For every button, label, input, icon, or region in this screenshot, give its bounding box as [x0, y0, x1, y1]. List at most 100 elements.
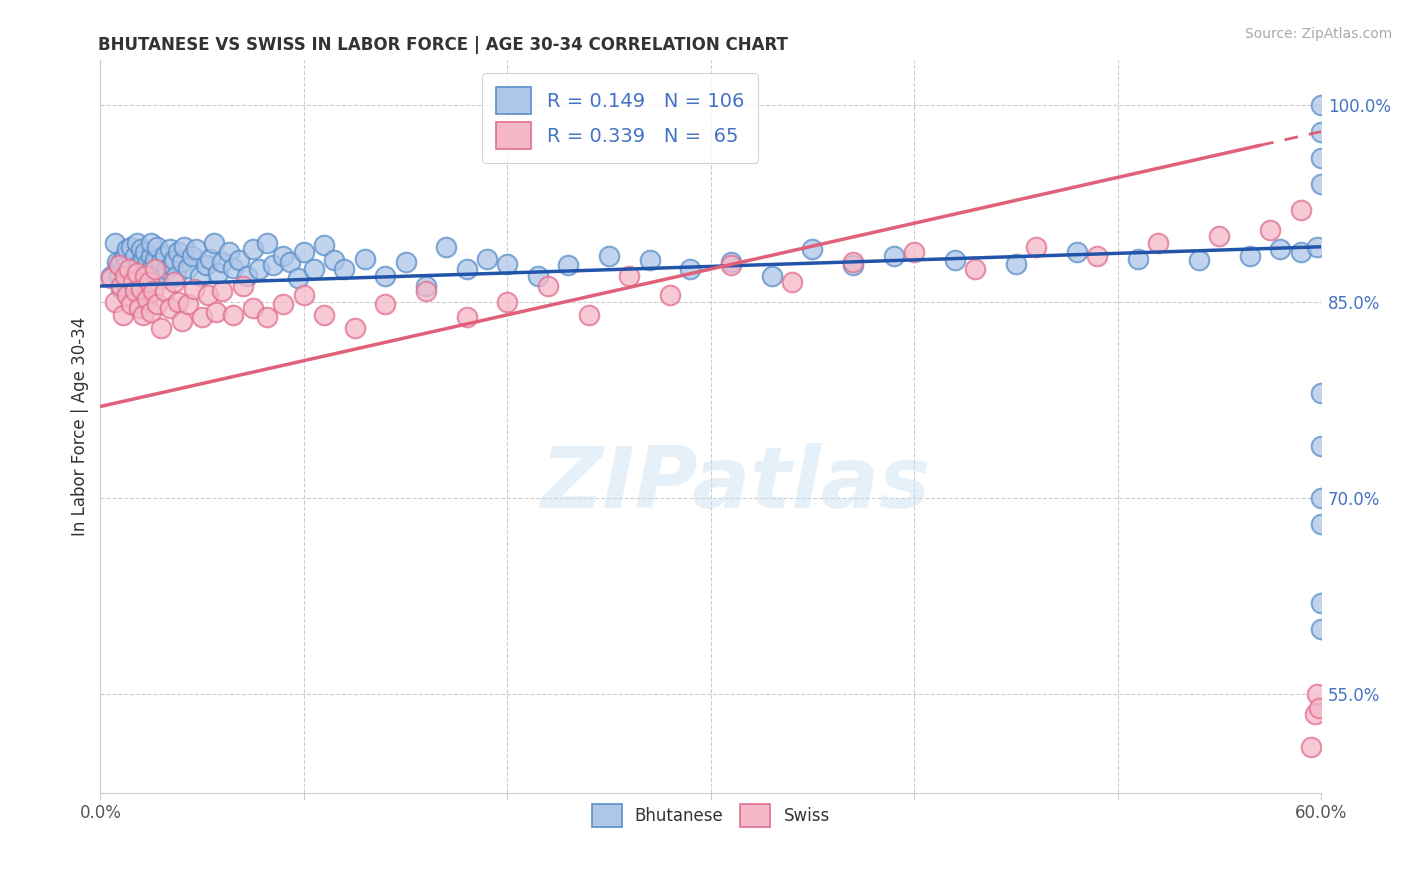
Point: [557, 258, 579, 272]
Point: [104, 235, 127, 250]
Point: [1310, 439, 1333, 453]
Point: [415, 285, 437, 299]
Point: [136, 292, 159, 306]
Point: [578, 308, 600, 322]
Point: [184, 243, 207, 257]
Point: [142, 285, 165, 299]
Point: [162, 275, 184, 289]
Point: [155, 247, 177, 261]
Point: [1306, 688, 1329, 702]
Point: [218, 245, 240, 260]
Point: [323, 252, 346, 267]
Point: [1303, 707, 1326, 722]
Point: [1310, 151, 1333, 165]
Point: [105, 255, 128, 269]
Point: [1025, 240, 1047, 254]
Point: [129, 243, 152, 257]
Point: [111, 308, 134, 322]
Point: [173, 240, 195, 254]
Point: [842, 258, 865, 272]
Point: [166, 245, 188, 260]
Point: [292, 288, 315, 302]
Point: [104, 294, 127, 309]
Point: [132, 252, 155, 267]
Point: [236, 268, 259, 283]
Point: [146, 268, 169, 283]
Point: [314, 238, 336, 252]
Y-axis label: In Labor Force | Age 30-34: In Labor Force | Age 30-34: [72, 317, 89, 536]
Point: [124, 285, 146, 299]
Point: [496, 257, 519, 271]
Point: [128, 301, 150, 316]
Point: [247, 262, 270, 277]
Point: [166, 294, 188, 309]
Point: [333, 262, 356, 277]
Point: [1085, 249, 1108, 263]
Point: [170, 314, 193, 328]
Point: [720, 258, 742, 272]
Point: [115, 258, 138, 272]
Point: [1005, 257, 1028, 271]
Point: [943, 252, 966, 267]
Legend: Bhutanese, Swiss: Bhutanese, Swiss: [583, 796, 838, 836]
Point: [1066, 245, 1088, 260]
Point: [115, 243, 138, 257]
Point: [273, 297, 295, 311]
Point: [1310, 177, 1333, 191]
Point: [125, 266, 148, 280]
Point: [598, 249, 620, 263]
Text: BHUTANESE VS SWISS IN LABOR FORCE | AGE 30-34 CORRELATION CHART: BHUTANESE VS SWISS IN LABOR FORCE | AGE …: [98, 36, 789, 54]
Point: [125, 235, 148, 250]
Point: [1147, 235, 1170, 250]
Point: [170, 255, 193, 269]
Point: [228, 252, 250, 267]
Point: [638, 252, 661, 267]
Point: [1308, 700, 1330, 714]
Point: [496, 294, 519, 309]
Point: [128, 258, 150, 272]
Point: [110, 279, 132, 293]
Point: [143, 262, 166, 277]
Point: [191, 310, 214, 325]
Point: [118, 271, 141, 285]
Point: [155, 285, 177, 299]
Point: [129, 268, 152, 283]
Point: [146, 297, 169, 311]
Point: [148, 262, 170, 277]
Point: [195, 258, 218, 272]
Point: [134, 266, 156, 280]
Text: Source: ZipAtlas.com: Source: ZipAtlas.com: [1244, 27, 1392, 41]
Point: [242, 243, 264, 257]
Point: [1310, 98, 1333, 112]
Point: [1306, 240, 1329, 254]
Point: [232, 279, 254, 293]
Point: [256, 235, 278, 250]
Point: [262, 258, 284, 272]
Text: ZIPatlas: ZIPatlas: [540, 443, 931, 526]
Point: [202, 235, 225, 250]
Point: [114, 249, 136, 263]
Point: [1310, 596, 1333, 610]
Point: [1310, 622, 1333, 636]
Point: [115, 288, 138, 302]
Point: [221, 308, 243, 322]
Point: [1239, 249, 1261, 263]
Point: [177, 260, 200, 275]
Point: [114, 268, 136, 283]
Point: [118, 262, 141, 277]
Point: [353, 252, 375, 266]
Point: [619, 268, 641, 283]
Point: [143, 252, 166, 267]
Point: [659, 288, 682, 302]
Point: [122, 275, 145, 289]
Point: [150, 321, 173, 335]
Point: [141, 249, 163, 263]
Point: [1310, 125, 1333, 139]
Point: [1126, 252, 1149, 266]
Point: [1310, 517, 1333, 532]
Point: [211, 285, 233, 299]
Point: [761, 268, 783, 283]
Point: [842, 255, 865, 269]
Point: [107, 258, 129, 272]
Point: [107, 268, 129, 283]
